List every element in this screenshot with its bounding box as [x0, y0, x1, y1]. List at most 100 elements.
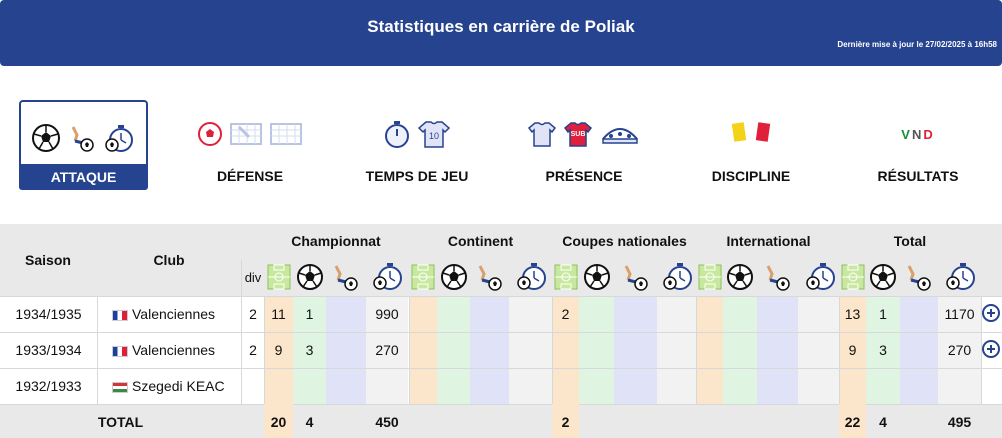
column-stripe — [437, 296, 470, 404]
expand-row-button[interactable] — [982, 340, 1000, 358]
tab-temps-de-jeu[interactable]: 10 TEMPS DE JEU — [352, 100, 482, 190]
club-name: Valenciennes — [132, 306, 216, 322]
field-icon — [552, 261, 579, 293]
total-cell: 4 — [879, 414, 887, 430]
total-highlight — [552, 404, 579, 438]
page-title: Statistiques en carrière de Poliak — [367, 17, 635, 36]
assist-icon — [470, 261, 509, 293]
goalkeeper-icon — [230, 123, 262, 145]
stat-cell: 9 — [274, 342, 283, 358]
tab-resultats[interactable]: VND RÉSULTATS — [853, 100, 983, 190]
column-stripe — [264, 296, 293, 404]
flag-hungary-icon — [112, 381, 128, 393]
column-stripe — [657, 296, 697, 404]
total-cell: 22 — [844, 414, 861, 430]
field-icon — [696, 261, 723, 293]
tab-label: RÉSULTATS — [877, 168, 959, 184]
total-cell: 4 — [305, 414, 314, 430]
tab-presence[interactable]: SUB PRÉSENCE — [519, 100, 649, 190]
stat-cell: 270 — [375, 342, 399, 358]
group-header: International — [726, 233, 811, 249]
flag-france-icon — [112, 309, 128, 321]
jersey-icon: 10 — [417, 121, 451, 148]
victory-letter: V — [901, 126, 912, 142]
column-divider — [552, 296, 553, 404]
minutes-icon — [798, 261, 841, 293]
group-header: Championnat — [291, 233, 381, 249]
stats-table: Saison Club Championnat Continent Coupes n… — [0, 224, 1002, 438]
column-stripe — [757, 296, 798, 404]
field-icon — [839, 261, 866, 293]
minutes-icon — [938, 261, 981, 293]
column-stripe — [509, 296, 552, 404]
stat-cell: 9 — [848, 342, 857, 358]
stat-cell: 13 — [844, 306, 861, 322]
column-stripe — [293, 296, 326, 404]
ball-icon — [866, 261, 900, 293]
row-divider — [0, 368, 1002, 369]
stat-cell: 990 — [375, 306, 399, 322]
column-stripe — [938, 296, 981, 404]
sub-label: SUB — [571, 131, 586, 138]
cell-club: Valenciennes — [112, 342, 215, 358]
tab-discipline[interactable]: DISCIPLINE — [686, 100, 816, 190]
total-highlight — [839, 404, 866, 438]
last-updated: Dernière mise à jour le 27/02/2025 à 16h… — [837, 40, 997, 49]
stat-cell: 270 — [947, 342, 972, 358]
ball-icon — [723, 261, 757, 293]
total-row-bg — [0, 404, 1002, 438]
total-cell: 495 — [947, 414, 972, 430]
club-name: Valenciennes — [132, 342, 216, 358]
stat-cell: 3 — [305, 342, 314, 358]
column-stripe — [798, 296, 841, 404]
column-stripe — [470, 296, 509, 404]
assist-icon — [614, 261, 657, 293]
row-divider — [0, 296, 1002, 297]
jersey-number: 10 — [429, 131, 439, 141]
stat-cell: 2 — [561, 306, 570, 322]
ball-icon — [579, 261, 614, 293]
minutes-icon — [657, 261, 697, 293]
stat-cell: 1170 — [944, 306, 975, 322]
stat-cell: 1 — [879, 306, 887, 322]
cell-div: 2 — [249, 306, 257, 322]
column-divider — [409, 296, 410, 404]
ball-icon — [31, 124, 60, 152]
assist-icon — [757, 261, 798, 293]
expand-row-button[interactable] — [982, 304, 1000, 322]
row-divider — [0, 332, 1002, 333]
shirt-icon — [527, 122, 557, 147]
field-icon — [409, 261, 437, 293]
column-stripe — [900, 296, 938, 404]
tab-label: DÉFENSE — [216, 168, 284, 184]
column-stripe — [696, 296, 723, 404]
goal-net-icon — [270, 123, 302, 145]
tab-defense[interactable]: DÉFENSE — [186, 100, 314, 190]
cell-club: Szegedi KEAC — [112, 378, 225, 394]
ball-red-icon — [198, 122, 222, 146]
tab-attaque[interactable]: ATTAQUE — [19, 100, 148, 190]
total-cell: 2 — [561, 414, 570, 430]
minutes-icon — [509, 261, 552, 293]
column-stripe — [579, 296, 614, 404]
defeat-letter: D — [923, 126, 935, 142]
cell-saison: 1933/1934 — [15, 342, 82, 358]
row-divider — [0, 404, 1002, 405]
ball-icon — [437, 261, 470, 293]
minutes-icon — [366, 261, 408, 293]
field-icon — [264, 261, 293, 293]
vnd-icon: VND — [901, 127, 934, 142]
stopwatch-ball-icon — [104, 125, 133, 152]
column-stripe — [326, 296, 366, 404]
stat-cell: 1 — [305, 306, 314, 322]
substitute-icon: SUB — [563, 122, 593, 147]
tab-label: ATTAQUE — [19, 164, 148, 190]
total-cell: 20 — [270, 414, 287, 430]
cell-club: Valenciennes — [112, 306, 215, 322]
column-stripe — [552, 296, 579, 404]
div-column — [242, 296, 264, 404]
total-highlight — [264, 404, 293, 438]
assist-icon — [326, 261, 366, 293]
col-header-club: Club — [153, 252, 185, 268]
column-divider — [241, 296, 242, 404]
